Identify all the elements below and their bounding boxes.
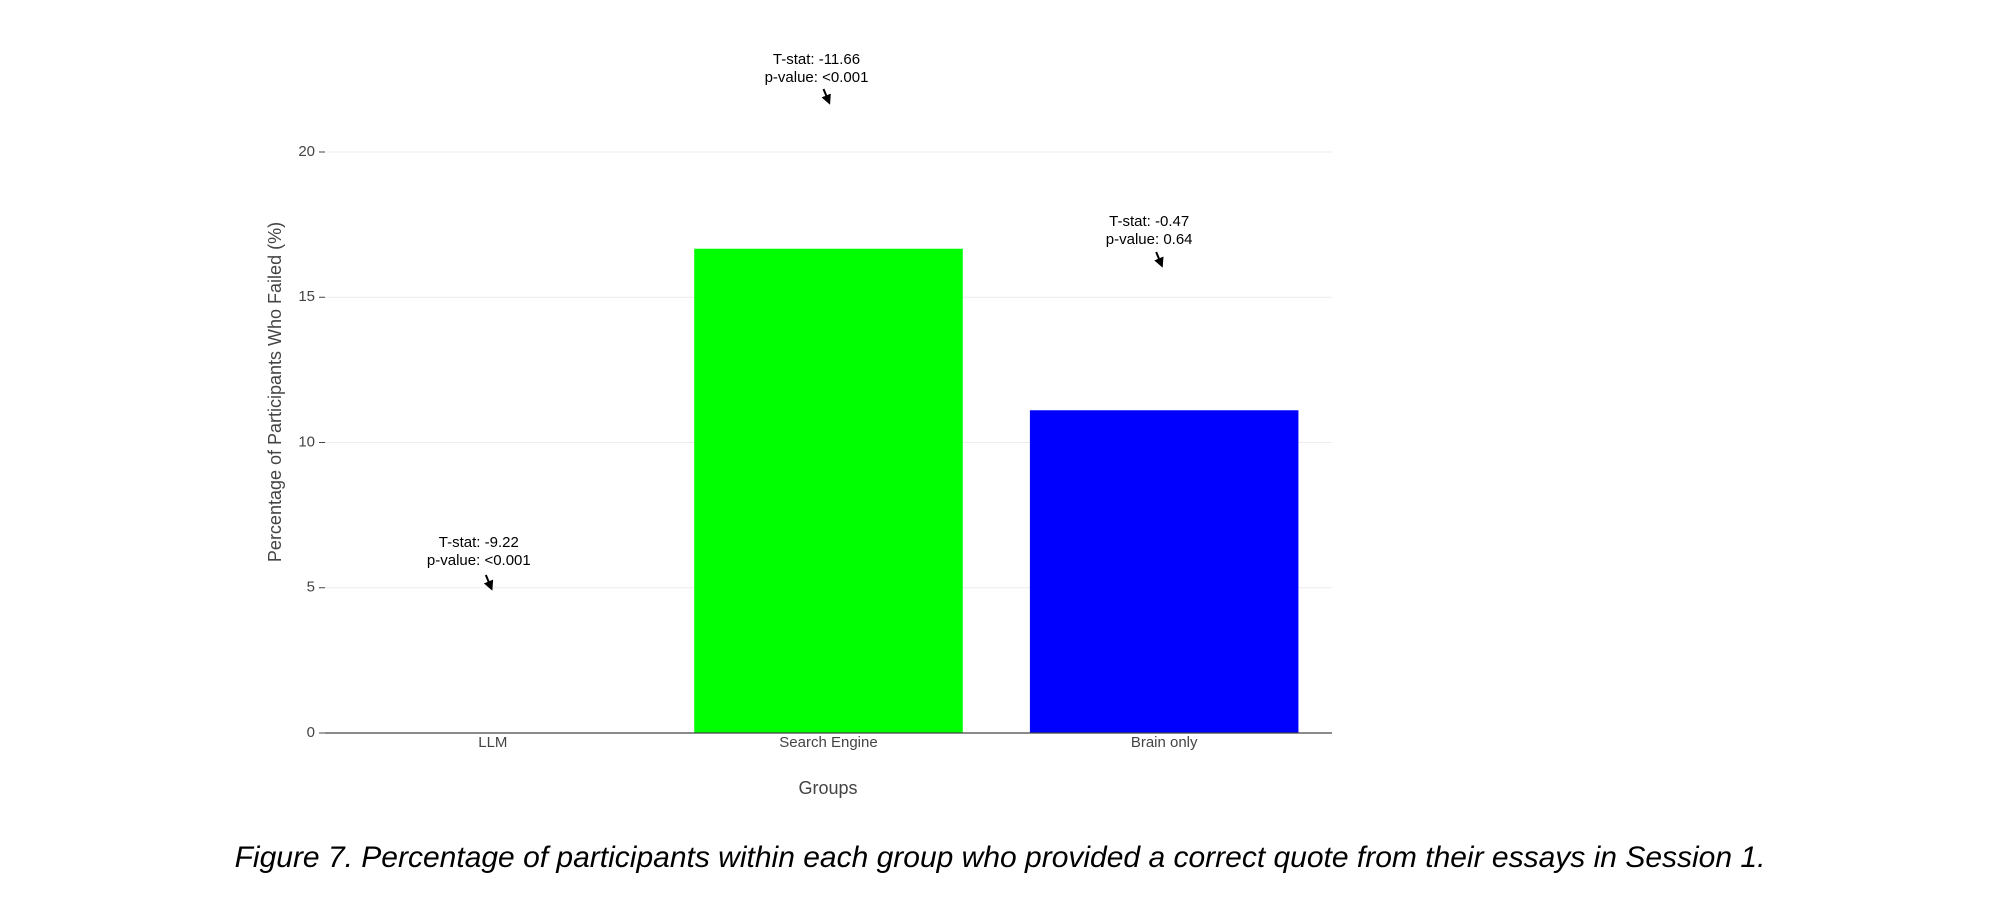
annotation-text: p-value: 0.64 bbox=[1106, 231, 1193, 248]
figure-caption: Figure 7. Percentage of participants wit… bbox=[235, 841, 1766, 874]
y-tick-label: 15 bbox=[298, 288, 315, 305]
annotation-text: p-value: <0.001 bbox=[765, 69, 869, 86]
annotation-arrow bbox=[821, 88, 831, 105]
x-tick-label: Search Engine bbox=[779, 734, 877, 751]
annotation-text: T-stat: -9.22 bbox=[439, 534, 519, 551]
annotation-text: p-value: <0.001 bbox=[427, 552, 531, 569]
annotation-arrow bbox=[1154, 251, 1164, 268]
y-tick-label: 20 bbox=[298, 143, 315, 160]
y-tick-label: 5 bbox=[307, 579, 315, 596]
x-axis-title: Groups bbox=[798, 778, 857, 798]
bar bbox=[1029, 410, 1299, 733]
annotation-text: T-stat: -11.66 bbox=[773, 51, 860, 68]
bar bbox=[694, 248, 963, 733]
y-tick-label: 10 bbox=[298, 433, 315, 450]
x-tick-label: LLM bbox=[478, 734, 507, 751]
x-tick-label: Brain only bbox=[1131, 734, 1198, 751]
y-tick-label: 0 bbox=[307, 724, 315, 741]
annotation-text: T-stat: -0.47 bbox=[1109, 213, 1189, 230]
annotation-arrow bbox=[483, 574, 494, 591]
y-axis-title: Percentage of Participants Who Failed (%… bbox=[265, 222, 285, 562]
